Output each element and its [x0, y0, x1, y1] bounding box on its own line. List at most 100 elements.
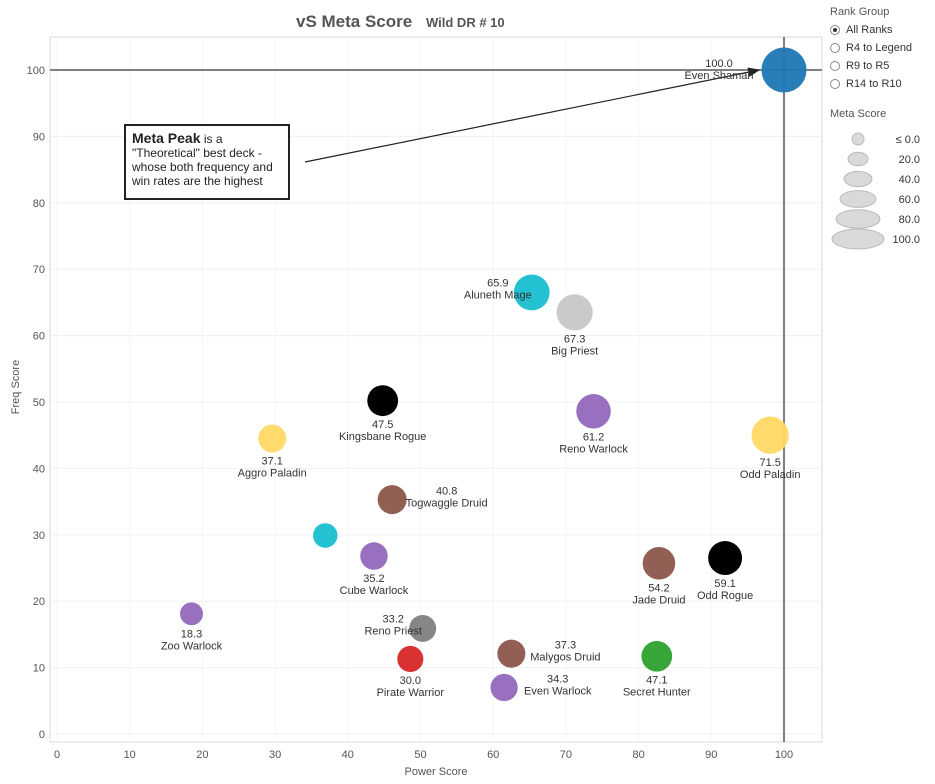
radio-button[interactable]	[830, 25, 840, 35]
label-name: Aggro Paladin	[238, 468, 307, 480]
y-tick-label: 30	[33, 530, 45, 542]
rank-option-r14-to-r10[interactable]: R14 to R10	[830, 75, 912, 93]
label-zoo-warlock: 18.3 Zoo Warlock	[161, 628, 223, 652]
size-legend-label: 60.0	[899, 194, 920, 206]
label-name: Odd Paladin	[740, 469, 801, 481]
point-kingsbane-rogue	[367, 385, 399, 417]
label-value: 71.5	[759, 457, 780, 469]
label-value: 34.3	[547, 674, 568, 686]
point-zoo-warlock	[180, 602, 203, 626]
size-legend-circle	[839, 190, 877, 208]
rank-option-label: R14 to R10	[846, 78, 902, 90]
label-even-warlock: 34.3 Even Warlock	[524, 674, 592, 698]
meta-score-legend: Meta Score ≤ 0.0 20.0 40.0 60.0 80.0 100.0	[830, 108, 930, 256]
chart-subtitle: Wild DR # 10	[426, 15, 505, 30]
label-value: 37.1	[261, 456, 282, 468]
meta-peak-callout: Meta Peak is a "Theoretical" best deck -…	[124, 124, 290, 200]
label-name: Kingsbane Rogue	[339, 431, 426, 443]
point-secret-hunter	[641, 640, 673, 672]
meta-score-title: Meta Score	[830, 108, 887, 120]
label-value: 40.8	[436, 486, 457, 498]
y-tick-label: 100	[27, 65, 45, 77]
meta-score-size-legend: ≤ 0.0 20.0 40.0 60.0 80.0 100.0	[831, 132, 920, 250]
label-aluneth-mage: 65.9 Aluneth Mage	[464, 277, 532, 301]
x-tick-label: 80	[632, 749, 644, 761]
rank-option-all-ranks[interactable]: All Ranks	[830, 21, 912, 39]
point-even-warlock	[490, 673, 518, 702]
label-value: 65.9	[487, 277, 508, 289]
chart-title: vS Meta Score	[296, 12, 412, 31]
label-name: Pirate Warrior	[377, 687, 445, 699]
radio-button[interactable]	[830, 61, 840, 71]
label-big-priest: 67.3 Big Priest	[551, 333, 598, 357]
y-tick-label: 20	[33, 596, 45, 608]
point-reno-priest	[409, 614, 437, 642]
point-pirate-warrior	[397, 645, 424, 673]
label-value: 100.0	[705, 58, 733, 70]
label-name: Even Warlock	[524, 686, 592, 698]
size-legend-circle	[847, 151, 869, 167]
x-tick-label: 10	[124, 749, 136, 761]
callout-text: is a "Theoretical" best deck - whose bot…	[132, 132, 273, 188]
callout-bold-text: Meta Peak	[132, 130, 201, 146]
label-even-shaman: 100.0 Even Shaman	[684, 58, 753, 82]
size-legend-circle	[831, 228, 885, 250]
x-tick-label: 90	[705, 749, 717, 761]
y-tick-label: 40	[33, 463, 45, 475]
label-odd-paladin: 71.5 Odd Paladin	[740, 457, 801, 481]
rank-option-label: R9 to R5	[846, 60, 890, 72]
label-value: 35.2	[363, 573, 384, 585]
label-value: 18.3	[181, 628, 202, 640]
x-tick-label: 30	[269, 749, 281, 761]
label-name: Even Shaman	[684, 70, 753, 82]
x-tick-label: 0	[54, 749, 60, 761]
y-tick-label: 90	[33, 131, 45, 143]
label-name: Secret Hunter	[623, 687, 691, 699]
label-name: Malygos Druid	[530, 652, 600, 664]
label-name: Jade Druid	[632, 595, 685, 607]
y-tick-label: 50	[33, 397, 45, 409]
label-name: Odd Rogue	[697, 590, 753, 602]
size-legend-label: 20.0	[899, 154, 920, 166]
rank-option-r4-to-legend[interactable]: R4 to Legend	[830, 39, 912, 57]
label-value: 61.2	[583, 432, 604, 444]
label-pirate-warrior: 30.0 Pirate Warrior	[377, 675, 445, 699]
label-reno-warlock: 61.2 Reno Warlock	[559, 432, 628, 456]
size-legend-circle	[835, 209, 881, 229]
radio-button[interactable]	[830, 79, 840, 89]
label-odd-rogue: 59.1 Odd Rogue	[697, 578, 753, 602]
point-jade-druid	[642, 547, 676, 580]
x-tick-label: 50	[414, 749, 426, 761]
radio-button[interactable]	[830, 43, 840, 53]
label-name: Reno Priest	[364, 625, 421, 637]
label-name: Aluneth Mage	[464, 289, 532, 301]
label-value: 67.3	[564, 333, 585, 345]
label-value: 33.2	[382, 613, 403, 625]
label-cube-warlock: 35.2 Cube Warlock	[340, 573, 409, 597]
rank-group-title: Rank Group	[830, 6, 890, 18]
point-malygos-druid	[497, 639, 526, 668]
label-value: 47.5	[372, 419, 393, 431]
label-value: 59.1	[714, 578, 735, 590]
y-tick-label: 60	[33, 331, 45, 343]
y-tick-label: 0	[39, 729, 45, 741]
x-tick-label: 60	[487, 749, 499, 761]
label-reno-priest: 33.2 Reno Priest	[364, 613, 421, 637]
point-aggro-paladin	[258, 424, 287, 453]
label-kingsbane-rogue: 47.5 Kingsbane Rogue	[339, 419, 426, 443]
rank-option-label: All Ranks	[846, 24, 893, 36]
point-cube-warlock	[360, 542, 388, 570]
label-name: Togwaggle Druid	[406, 498, 488, 510]
callout-arrow	[304, 67, 761, 163]
point-odd-rogue	[708, 541, 743, 576]
y-tick-label: 10	[33, 663, 45, 675]
x-axis-label: Power Score	[405, 766, 468, 778]
x-tick-label: 70	[560, 749, 572, 761]
rank-option-r9-to-r5[interactable]: R9 to R5	[830, 57, 912, 75]
x-tick-label: 100	[775, 749, 793, 761]
label-value: 47.1	[646, 675, 667, 687]
label-value: 54.2	[648, 583, 669, 595]
x-tick-label: 20	[196, 749, 208, 761]
size-legend-circle	[843, 170, 873, 188]
